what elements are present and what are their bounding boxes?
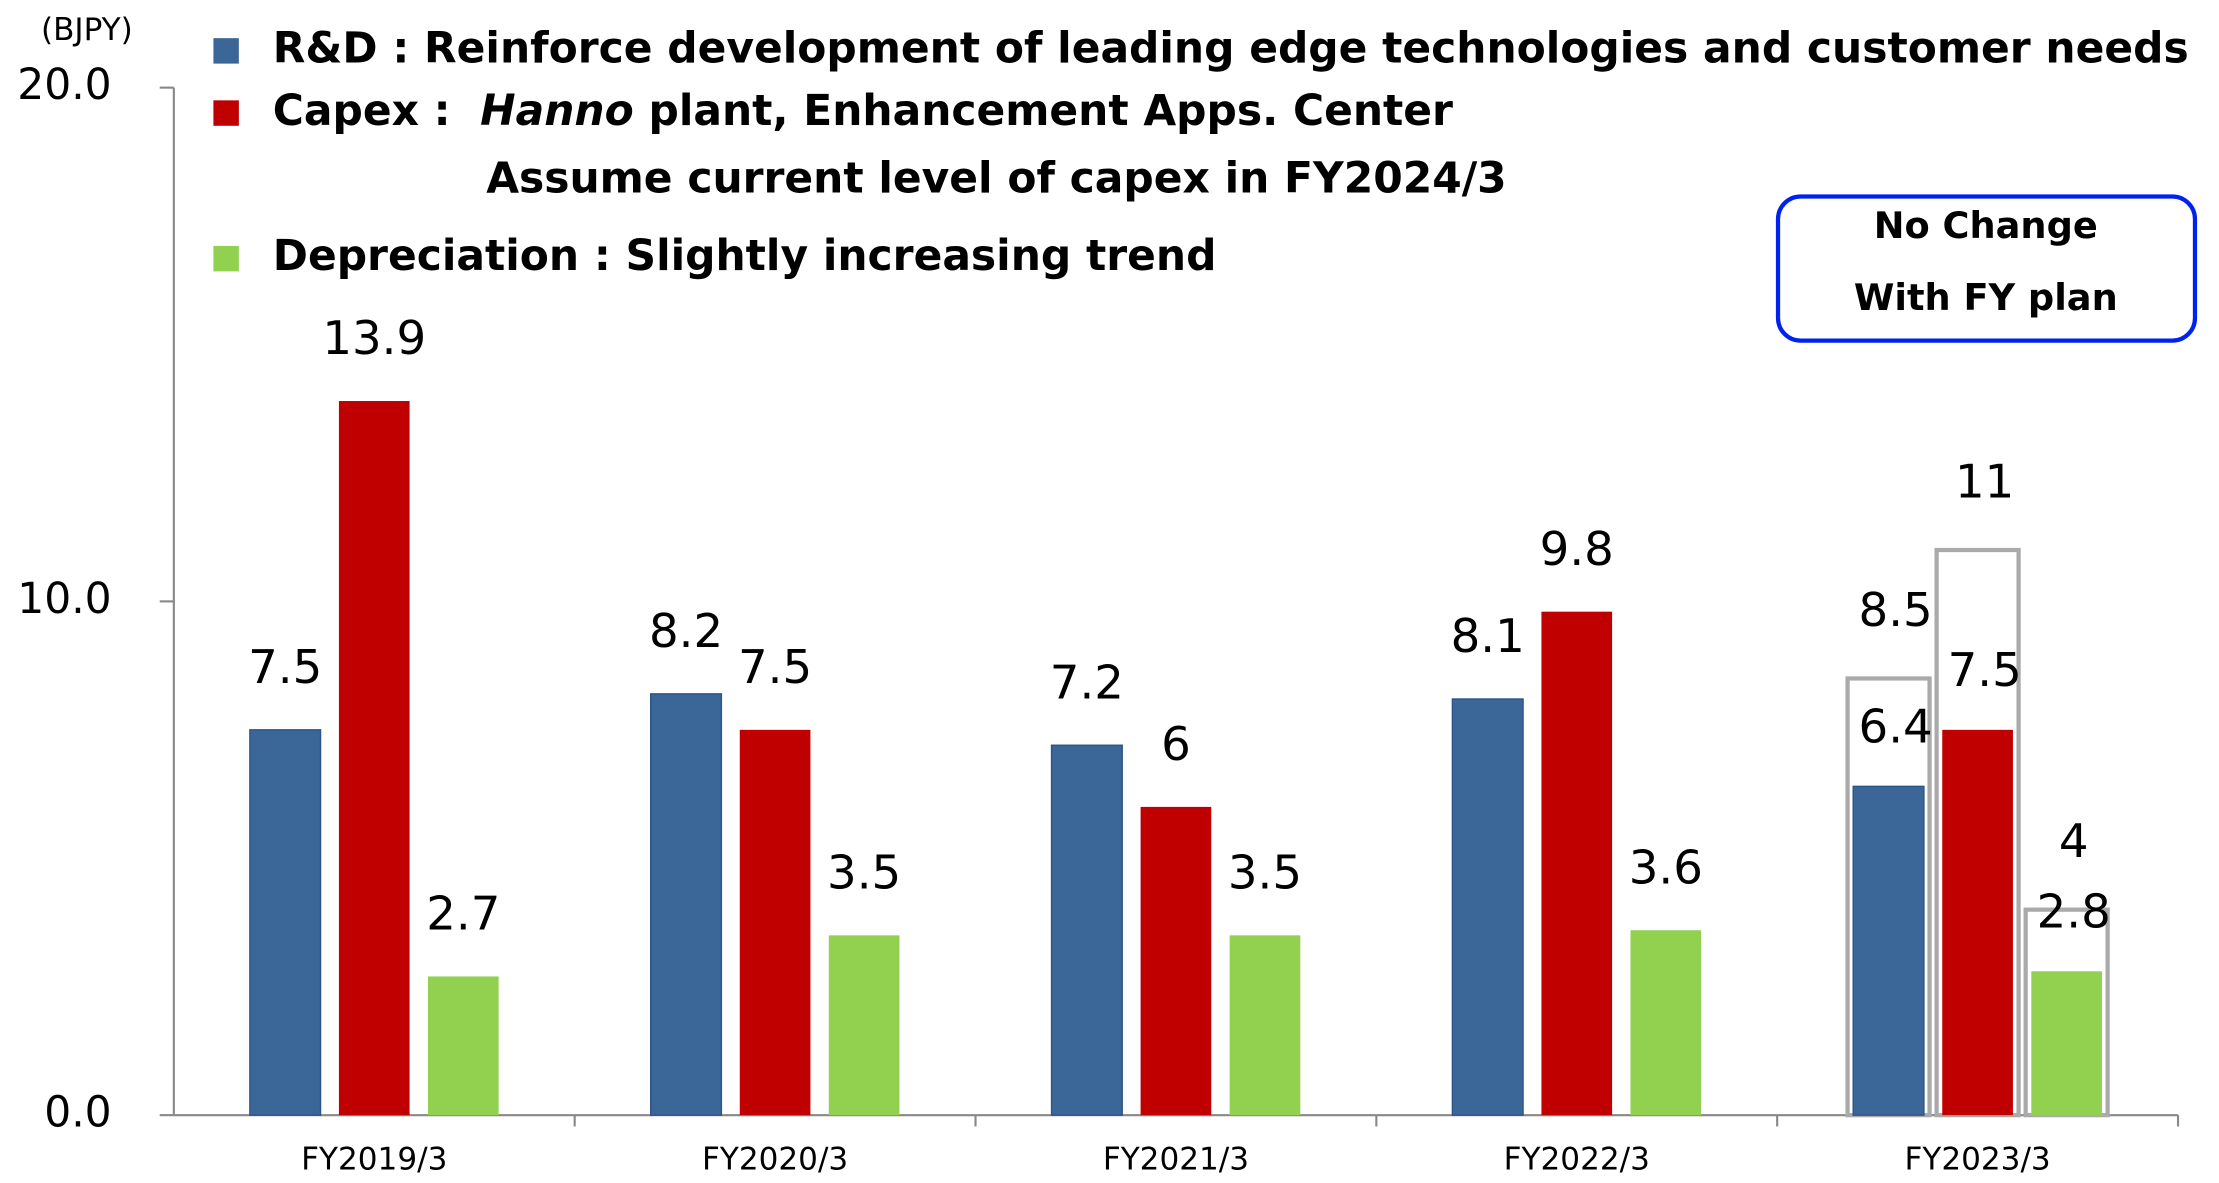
legend-label: R&D : Reinforce development of leading e…	[273, 23, 2189, 72]
legend-label: Depreciation : Slightly increasing trend	[273, 231, 1217, 280]
plan-label: 8.5	[1859, 583, 1933, 637]
value-label: 6.4	[1859, 699, 1933, 753]
bar	[1852, 785, 1925, 1116]
value-label: 3.6	[1629, 840, 1703, 894]
value-label: 7.2	[1050, 655, 1124, 709]
bar	[249, 729, 322, 1116]
x-tick-label: FY2023/3	[1904, 1141, 2050, 1177]
bar	[650, 693, 723, 1116]
bar	[1140, 806, 1212, 1116]
value-label: 2.8	[2037, 884, 2111, 938]
bar	[1630, 930, 1702, 1116]
x-tick-label: FY2021/3	[1103, 1141, 1249, 1177]
bar	[828, 935, 900, 1116]
bar	[1942, 729, 2013, 1116]
bar	[1229, 935, 1301, 1116]
bar	[739, 729, 811, 1116]
x-tick-label: FY2020/3	[702, 1141, 848, 1177]
value-label: 7.5	[1948, 643, 2022, 697]
value-label: 3.5	[827, 845, 901, 899]
bar	[2031, 971, 2102, 1116]
plan-box	[1775, 194, 2198, 343]
y-tick-label: 10.0	[17, 574, 111, 623]
plan-box-text: With FY plan	[1854, 276, 2118, 319]
value-label: 8.1	[1451, 609, 1525, 663]
unit-label: (BJPY)	[41, 12, 133, 48]
value-label: 3.5	[1228, 845, 1302, 899]
value-label: 2.7	[426, 887, 500, 941]
plan-box-text: No Change	[1874, 204, 2098, 247]
x-tick-label: FY2019/3	[301, 1141, 447, 1177]
x-tick-label: FY2022/3	[1504, 1141, 1650, 1177]
legend-swatch	[213, 245, 239, 272]
y-tick-label: 20.0	[17, 60, 111, 109]
legend-note: Assume current level of capex in FY2024/…	[486, 153, 1506, 202]
value-label: 6	[1161, 717, 1191, 771]
bar	[338, 401, 410, 1116]
value-label: 8.2	[649, 604, 723, 658]
y-tick-label: 0.0	[44, 1088, 111, 1137]
value-label: 7.5	[738, 640, 812, 694]
plan-label: 4	[2059, 814, 2089, 868]
value-label: 7.5	[248, 640, 322, 694]
legend-swatch	[213, 100, 239, 126]
value-label: 13.9	[322, 311, 426, 365]
bar	[1050, 744, 1123, 1116]
bar	[1541, 611, 1613, 1116]
bar	[427, 976, 499, 1116]
value-label: 9.8	[1540, 522, 1614, 576]
legend-label: Capex : Hanno plant, Enhancement Apps. C…	[273, 86, 1453, 135]
legend-swatch	[213, 38, 239, 64]
bar	[1451, 698, 1524, 1116]
plan-label: 11	[1955, 455, 2014, 509]
